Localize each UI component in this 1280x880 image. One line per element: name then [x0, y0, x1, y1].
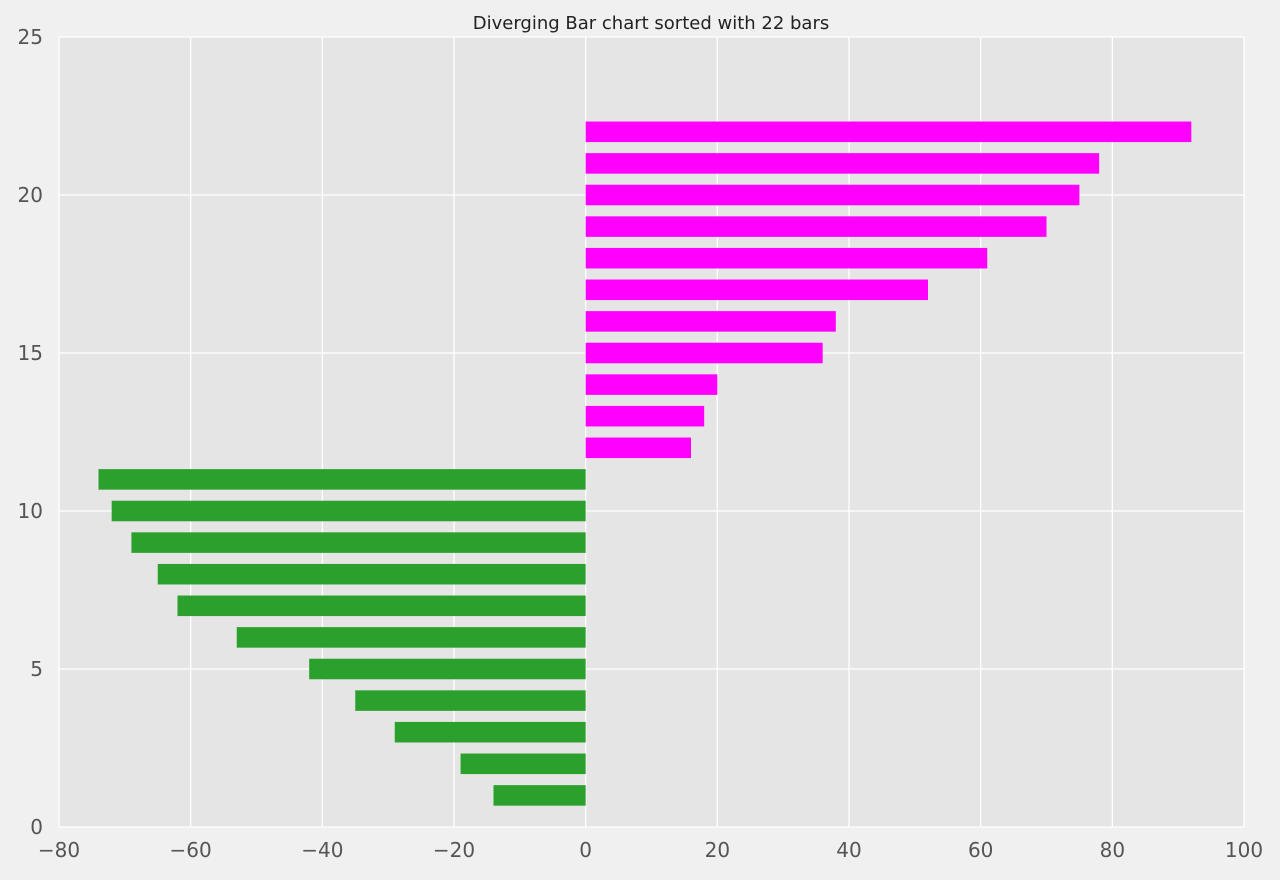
bar-negative — [111, 500, 586, 522]
bar-positive — [585, 374, 718, 395]
bar-negative — [394, 721, 586, 743]
bar-negative — [355, 690, 586, 711]
y-tick-label: 15 — [18, 341, 43, 365]
bar-positive — [585, 342, 823, 364]
bar-positive — [585, 437, 691, 459]
bar-negative — [131, 532, 586, 553]
y-tick-label: 5 — [30, 657, 43, 681]
y-tick-label: 25 — [18, 25, 43, 49]
bar-negative — [177, 595, 586, 617]
bar-positive — [585, 216, 1047, 237]
bar-positive — [585, 405, 705, 427]
bar-positive — [585, 153, 1100, 174]
x-tick-label: −80 — [38, 838, 80, 862]
x-tick-label: −20 — [433, 838, 475, 862]
bar-negative — [493, 785, 586, 806]
bar-negative — [157, 563, 586, 585]
bar-negative — [236, 627, 586, 648]
x-tick-label: −40 — [301, 838, 343, 862]
bar-positive — [585, 121, 1192, 143]
chart-title: Diverging Bar chart sorted with 22 bars — [473, 13, 830, 34]
x-tick-label: 0 — [579, 838, 592, 862]
bar-negative — [309, 658, 586, 680]
bar-positive — [585, 311, 836, 332]
y-tick-label: 20 — [18, 183, 43, 207]
x-tick-label: 40 — [836, 838, 861, 862]
bar-positive — [585, 247, 988, 269]
bar-positive — [585, 279, 928, 301]
bar-positive — [585, 184, 1080, 206]
x-tick-label: −60 — [170, 838, 212, 862]
bar-negative — [460, 753, 586, 775]
x-tick-label: 60 — [968, 838, 993, 862]
y-tick-label: 10 — [18, 499, 43, 523]
x-tick-label: 20 — [705, 838, 730, 862]
x-tick-label: 80 — [1100, 838, 1125, 862]
bar-negative — [98, 469, 586, 490]
y-tick-label: 0 — [30, 815, 43, 839]
x-tick-label: 100 — [1225, 838, 1263, 862]
